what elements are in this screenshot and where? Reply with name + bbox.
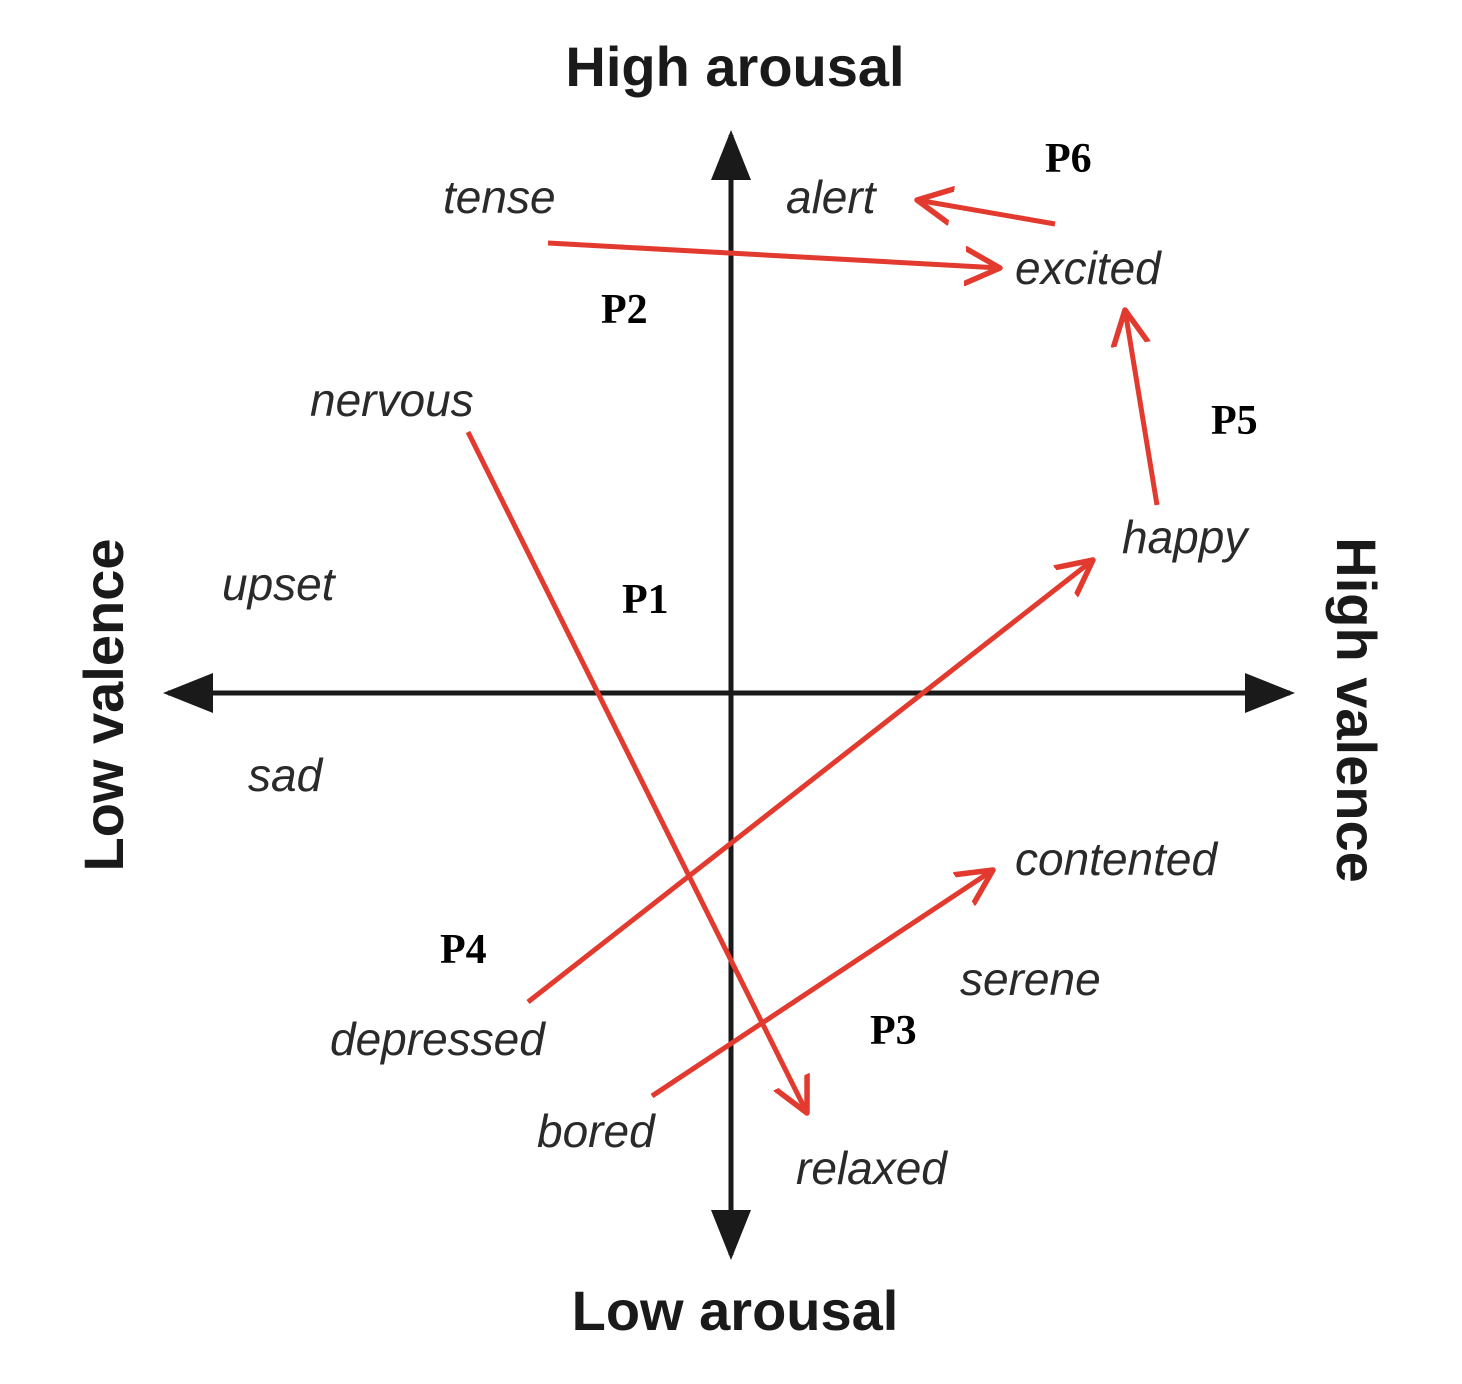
emotion-happy: happy	[1122, 511, 1250, 563]
path-arrow-p1	[465, 430, 807, 1113]
emotion-excited: excited	[1015, 242, 1162, 294]
emotion-alert: alert	[786, 171, 878, 223]
emotion-sad: sad	[248, 749, 324, 801]
path-label-p2: P2	[601, 287, 648, 333]
path-label-p6: P6	[1045, 136, 1092, 182]
emotion-upset: upset	[222, 558, 337, 610]
axis-title-high-valence: High valence	[1325, 537, 1388, 882]
path-arrow-p2	[547, 240, 1000, 268]
axis-title-low-valence: Low valence	[72, 538, 135, 871]
path-arrow-p5	[1125, 310, 1160, 506]
emotion-nervous: nervous	[310, 374, 474, 426]
axis-title-high-arousal: High arousal	[565, 35, 904, 98]
emotion-serene: serene	[960, 953, 1101, 1005]
axis-title-low-arousal: Low arousal	[572, 1279, 899, 1342]
path-arrow-p6	[917, 200, 1056, 227]
path-label-p3: P3	[870, 1008, 917, 1054]
emotion-depressed: depressed	[330, 1013, 546, 1065]
path-label-p4: P4	[440, 927, 487, 973]
path-arrow-p4	[526, 560, 1093, 1004]
emotion-relaxed: relaxed	[796, 1142, 948, 1194]
emotion-bored: bored	[537, 1105, 656, 1157]
emotion-contented: contented	[1015, 833, 1218, 885]
path-label-p5: P5	[1211, 398, 1258, 444]
path-label-p1: P1	[622, 577, 669, 623]
path-arrow-p3	[650, 870, 993, 1099]
emotion-tense: tense	[443, 171, 556, 223]
